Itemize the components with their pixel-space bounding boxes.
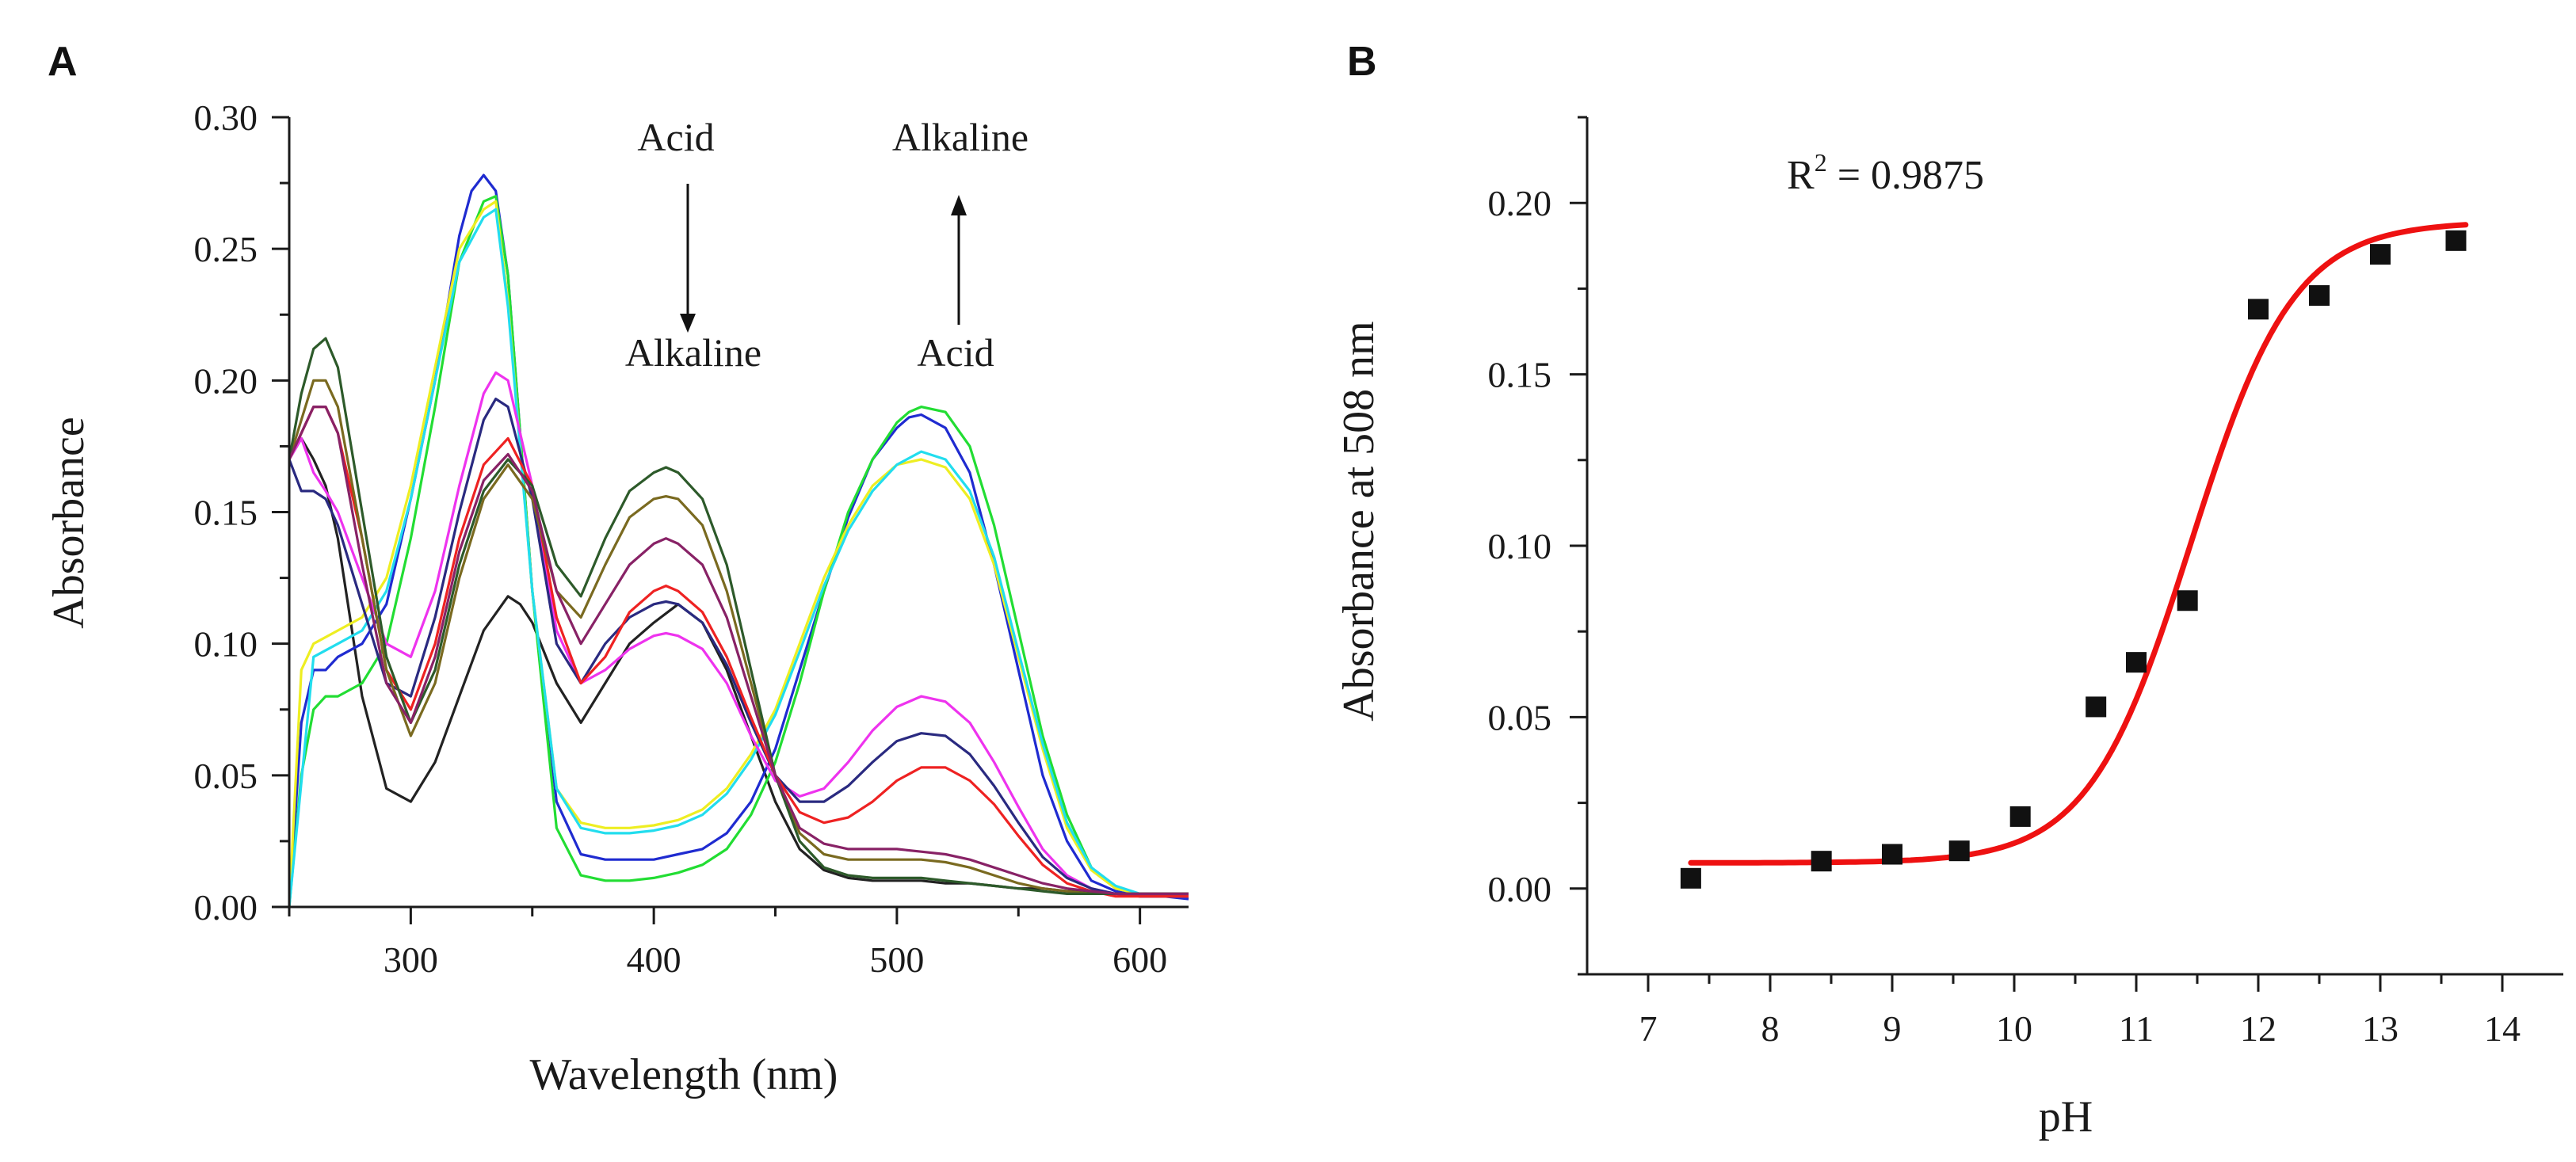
panel-b-xlabel: pH — [2039, 1092, 2093, 1141]
panel-a-xtick-label: 500 — [869, 939, 924, 980]
annotation-acid-bottom: Acid — [917, 330, 994, 375]
panel-a-ytick-label: 0.20 — [194, 360, 258, 401]
r2-prefix: R — [1787, 153, 1815, 198]
spectrum-line-green — [288, 195, 1189, 908]
spectrum-line-navy — [288, 398, 1189, 898]
panel-a-xtick-label: 300 — [384, 939, 438, 980]
panel-b-ytick-label: 0.05 — [1488, 697, 1552, 737]
panel-b-ytick-label: 0.10 — [1488, 526, 1552, 566]
panel-a-ytick-labels: 0.00 0.05 0.10 0.15 0.20 0.25 0.30 — [194, 97, 258, 928]
spectrum-line-magenta — [288, 371, 1189, 898]
panel-b-xtick-labels: 7 8 9 10 11 12 13 14 — [1639, 1008, 2521, 1049]
panel-a-xtick-labels: 300 400 500 600 — [384, 939, 1167, 980]
panel-a-axes — [272, 116, 1189, 924]
panel-b-xtick-label: 13 — [2362, 1008, 2399, 1049]
data-point — [1680, 867, 1701, 889]
panel-a-xtick-label: 400 — [627, 939, 681, 980]
panel-b-xtick-label: 8 — [1761, 1008, 1780, 1049]
panel-b-ytick-label: 0.20 — [1488, 183, 1552, 223]
data-point — [2248, 299, 2269, 320]
spectrum-line-purple — [288, 406, 1189, 895]
panel-b-xtick-label: 9 — [1883, 1008, 1902, 1049]
panel-b-xtick-label: 12 — [2240, 1008, 2276, 1049]
panel-a-ytick-label: 0.05 — [194, 756, 258, 796]
data-point — [2177, 590, 2198, 611]
panel-b-ytick-label: 0.15 — [1488, 355, 1552, 395]
panel-b-points — [1680, 230, 2467, 889]
panel-b-label: B — [1347, 39, 1377, 85]
panel-b-ytick-label: 0.00 — [1488, 869, 1552, 909]
panel-a-ytick-label: 0.30 — [194, 97, 258, 138]
spectrum-line-red — [288, 406, 1189, 898]
data-point — [2309, 285, 2330, 307]
panel-a-ytick-label: 0.15 — [194, 493, 258, 533]
annotation-alkaline-bottom: Alkaline — [625, 330, 761, 375]
data-point — [1811, 851, 1832, 872]
panel-a-ytick-label: 0.10 — [194, 624, 258, 665]
data-point — [2370, 244, 2391, 265]
panel-b-axes — [1570, 116, 2563, 992]
panel-a-xtick-label: 600 — [1112, 939, 1167, 980]
panel-b-ylabel: Absorbance at 508 nm — [1334, 321, 1383, 721]
spectrum-line-yellow — [288, 200, 1189, 908]
panel-a-ytick-label: 0.00 — [194, 887, 258, 928]
data-point — [2009, 806, 2031, 827]
panel-b-ytick-labels: 0.00 0.05 0.10 0.15 0.20 — [1488, 183, 1552, 909]
annotation-alkaline-top: Alkaline — [892, 115, 1028, 159]
panel-b-xtick-label: 7 — [1639, 1008, 1658, 1049]
annotation-acid-top: Acid — [637, 115, 714, 159]
r2-superscript: 2 — [1815, 148, 1827, 177]
data-point — [1882, 844, 1902, 865]
panel-a-ytick-label: 0.25 — [194, 229, 258, 269]
r2-value: = 0.9875 — [1827, 153, 1984, 198]
r-squared-annotation: R2 = 0.9875 — [1787, 148, 1984, 198]
arrow-down-head-icon — [680, 314, 696, 333]
panel-a-xlabel: Wavelength (nm) — [530, 1050, 838, 1099]
panel-b-xtick-label: 10 — [1996, 1008, 2032, 1049]
panel-a: A Absorbance Wavelength (nm) 0.00 0.05 0.1… — [44, 39, 1189, 1099]
data-point — [2086, 696, 2107, 718]
panel-b-xtick-label: 14 — [2484, 1008, 2521, 1049]
spectrum-line-olive — [288, 379, 1189, 895]
spectrum-line-darkgreen — [288, 337, 1189, 895]
panel-b: B Absorbance at 508 nm pH 0.000.050.100.… — [1334, 39, 2563, 1141]
data-point — [1948, 840, 1970, 862]
panel-a-label: A — [48, 39, 78, 85]
data-point — [2126, 652, 2147, 673]
panel-b-xtick-label: 11 — [2119, 1008, 2154, 1049]
spectrum-line-cyan — [288, 208, 1189, 908]
panel-a-curves — [288, 173, 1189, 908]
panel-a-ylabel: Absorbance — [44, 417, 93, 628]
arrow-up-head-icon — [951, 195, 967, 215]
data-point — [2445, 230, 2467, 251]
